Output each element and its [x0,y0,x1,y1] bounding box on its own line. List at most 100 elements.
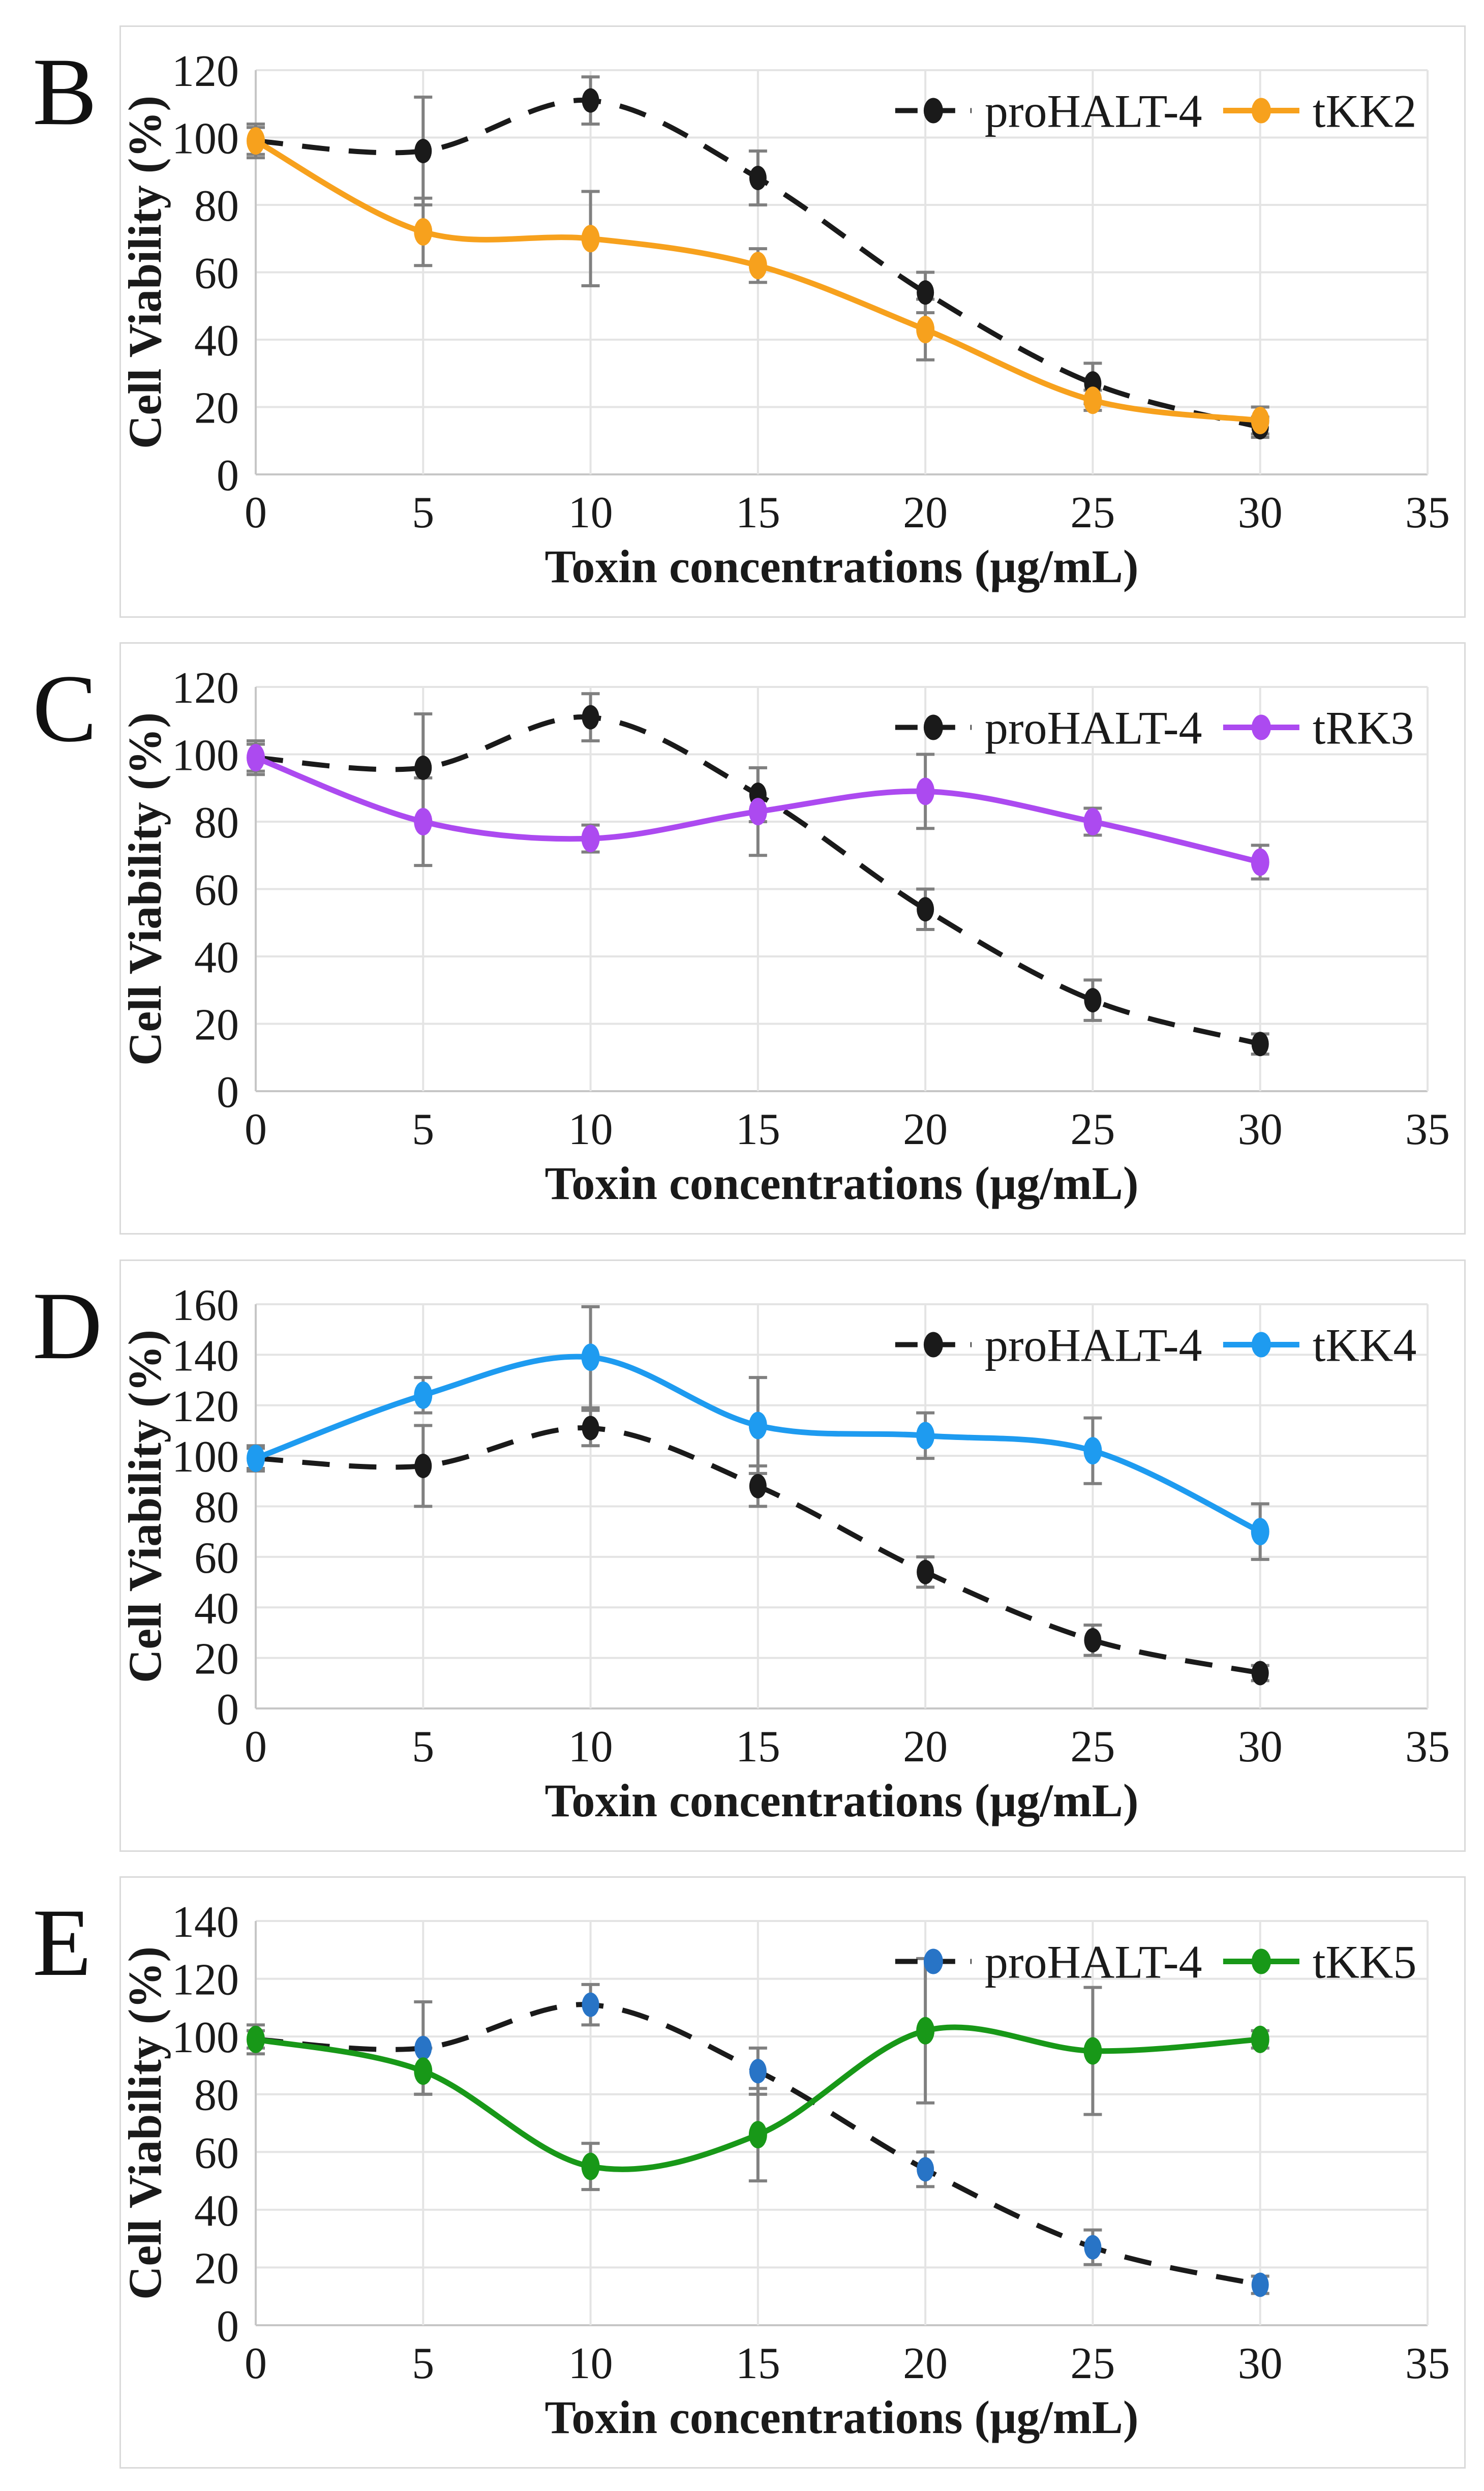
y-axis-title: Cell Viability (%) [121,712,171,1066]
y-tick-label: 0 [217,2302,239,2351]
x-tick-label: 5 [412,488,434,537]
x-tick-label: 25 [1070,1105,1115,1154]
data-point-marker-tKK4 [748,1412,767,1439]
gridlines [255,1920,1429,2326]
data-point-marker-tKK4 [247,1445,265,1473]
y-tick-label: 60 [194,866,239,915]
x-tick-label: 10 [568,488,613,537]
x-tick-label: 35 [1405,2339,1450,2388]
panel-label-b: B [33,39,97,145]
legend-marker-proHALT-4 [923,1948,943,1974]
y-tick-label: 120 [172,1382,239,1431]
chart-c-canvas: 0 20 40 60 80 100 120 0 5 10 15 20 25 30 35 Toxin conce… [119,644,1464,1236]
legend-marker-tKK2 [1251,98,1271,124]
chart-d-canvas: 0 20 40 60 80 100 120 140 160 0 5 10 15 20 25 30 35 Toxin… [119,1261,1464,1853]
x-tick-label: 5 [412,1105,434,1154]
y-axis-title: Cell Viability (%) [121,1946,171,2300]
x-tick-label: 30 [1238,2339,1283,2388]
y-tick-label: 80 [194,182,239,231]
x-tick-label: 0 [245,1105,267,1154]
gridlines [255,686,1429,1092]
chart-panel-c: 0 20 40 60 80 100 120 0 5 10 15 20 25 30 35 Toxin conce… [119,642,1466,1235]
data-point-marker-tRK3 [1251,848,1269,876]
legend-label-tRK3: tRK3 [1313,702,1414,754]
y-tick-label: 40 [194,2186,239,2236]
chart-panel-e: 0 20 40 60 80 100 120 140 0 5 10 15 20 25 30 35 Toxin co… [119,1876,1466,2469]
chart-panel-d: 0 20 40 60 80 100 120 140 160 0 5 10 15 20 25 30 35 Toxin… [119,1259,1466,1852]
data-point-marker-tRK3 [247,744,265,772]
data-point-marker-tRK3 [916,777,935,805]
data-point-marker-proHALT-4 [1251,1661,1269,1686]
data-point-marker-proHALT-4 [1084,1628,1102,1653]
data-point-marker-proHALT-4 [917,1559,934,1584]
data-point-marker-tKK5 [247,2025,265,2053]
chart-svg-c: 0 20 40 60 80 100 120 0 5 10 15 20 25 30 35 Toxin conce… [119,664,1450,1209]
data-point-marker-proHALT-4 [1084,2235,1102,2260]
y-tick-label: 40 [194,1584,239,1633]
x-tick-label: 35 [1405,488,1450,537]
x-tick-label: 20 [903,2339,948,2388]
y-tick-label: 120 [172,664,239,713]
panel-label-e: E [33,1889,92,1996]
x-tick-label: 20 [903,1105,948,1154]
data-point-marker-proHALT-4 [917,280,934,305]
y-tick-label: 20 [194,384,239,433]
data-point-marker-tKK2 [581,225,600,253]
legend: proHALT-4 tKK4 [895,1319,1416,1371]
y-tick-label: 80 [194,1483,239,1533]
y-tick-label: 20 [194,1001,239,1050]
y-tick-label: 100 [172,2013,239,2062]
data-point-marker-tRK3 [581,825,600,853]
y-tick-label: 160 [172,1281,239,1330]
data-point-marker-proHALT-4 [414,139,432,163]
data-point-marker-proHALT-4 [917,897,934,922]
legend-marker-proHALT-4 [923,714,943,740]
x-axis-title: Toxin concentrations (μg/mL) [544,1775,1138,1826]
gridlines [255,69,1429,475]
x-tick-label: 5 [412,2339,434,2388]
y-tick-label: 120 [172,47,239,96]
x-tick-label: 20 [903,1722,948,1772]
data-point-marker-tKK2 [1083,386,1102,414]
legend-label-proHALT-4: proHALT-4 [985,1319,1202,1371]
data-point-marker-proHALT-4 [749,2059,767,2084]
data-point-marker-proHALT-4 [582,705,599,730]
x-axis-title: Toxin concentrations (μg/mL) [544,1157,1138,1209]
data-point-marker-tKK4 [916,1422,935,1450]
data-point-marker-proHALT-4 [917,2157,934,2182]
data-point-marker-tKK4 [1251,1518,1269,1546]
x-axis-title: Toxin concentrations (μg/mL) [544,541,1138,592]
data-point-marker-tKK2 [1251,407,1269,434]
legend-marker-tRK3 [1251,714,1271,740]
y-axis-title: Cell Viability (%) [121,96,171,449]
chart-b-canvas: 0 20 40 60 80 100 120 0 5 10 15 20 25 30 35 Toxin conce… [119,27,1464,619]
x-tick-label: 25 [1070,1722,1115,1772]
data-point-marker-proHALT-4 [582,88,599,113]
data-point-marker-tKK5 [581,2152,600,2180]
y-tick-label: 80 [194,2071,239,2120]
x-tick-label: 0 [245,1722,267,1772]
data-point-marker-proHALT-4 [749,166,767,190]
chart-svg-b: 0 20 40 60 80 100 120 0 5 10 15 20 25 30 35 Toxin conce… [119,47,1450,592]
legend-marker-tKK5 [1251,1948,1271,1974]
y-tick-label: 140 [172,1898,239,1947]
data-point-marker-tKK5 [748,2121,767,2149]
data-point-marker-tKK2 [414,218,433,246]
x-tick-label: 10 [568,1722,613,1772]
x-tick-label: 0 [245,488,267,537]
y-tick-label: 40 [194,316,239,366]
y-tick-label: 0 [217,1685,239,1734]
data-point-marker-tKK5 [414,2057,433,2085]
x-tick-label: 30 [1238,488,1283,537]
legend-label-tKK5: tKK5 [1313,1936,1416,1988]
data-point-marker-proHALT-4 [414,1454,432,1478]
legend-marker-proHALT-4 [923,98,943,124]
data-point-marker-proHALT-4 [749,1474,767,1498]
y-tick-label: 120 [172,1956,239,2005]
y-tick-label: 100 [172,114,239,164]
data-point-marker-tRK3 [748,798,767,826]
data-point-marker-tKK2 [916,316,935,344]
legend-label-proHALT-4: proHALT-4 [985,85,1202,137]
legend-marker-tKK4 [1251,1332,1271,1358]
